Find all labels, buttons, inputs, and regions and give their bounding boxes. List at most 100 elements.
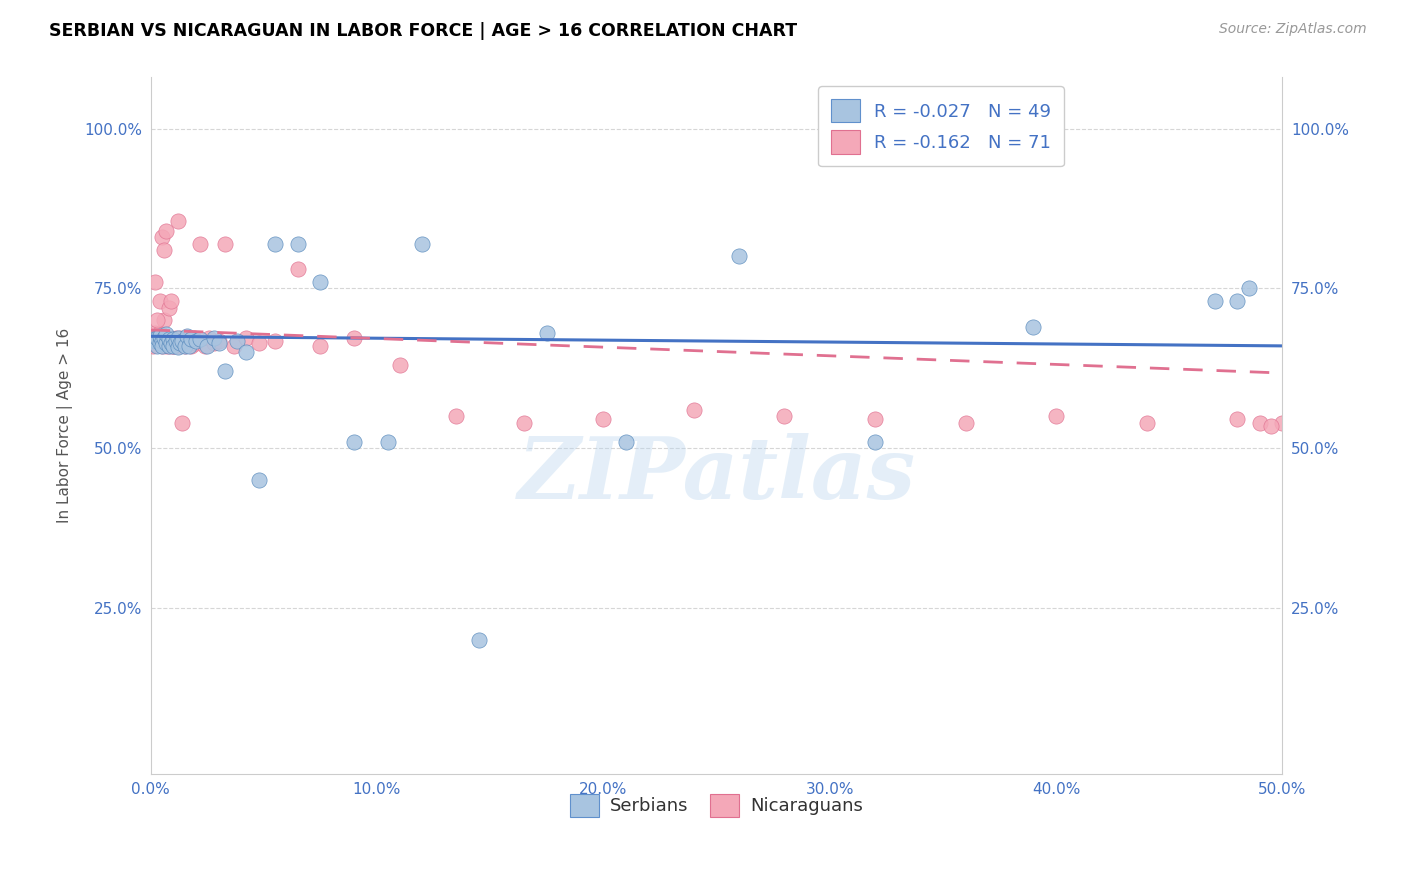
Point bbox=[184, 334, 207, 348]
Point bbox=[153, 331, 176, 345]
Text: Source: ZipAtlas.com: Source: ZipAtlas.com bbox=[1219, 22, 1367, 37]
Point bbox=[160, 331, 183, 345]
Point bbox=[146, 331, 169, 345]
Point bbox=[160, 294, 183, 309]
Point bbox=[173, 331, 195, 345]
Point bbox=[536, 326, 558, 340]
Point bbox=[155, 331, 177, 345]
Point bbox=[165, 331, 187, 345]
Point bbox=[173, 339, 195, 353]
Point bbox=[1226, 294, 1249, 309]
Point bbox=[146, 313, 169, 327]
Point bbox=[287, 236, 309, 251]
Point bbox=[173, 339, 195, 353]
Point bbox=[146, 329, 169, 343]
Point bbox=[190, 333, 212, 347]
Point bbox=[166, 334, 188, 348]
Point bbox=[155, 339, 177, 353]
Point bbox=[166, 339, 188, 353]
Point bbox=[180, 339, 202, 353]
Point bbox=[287, 262, 309, 277]
Point bbox=[143, 326, 166, 340]
Point bbox=[172, 416, 194, 430]
Point bbox=[149, 329, 172, 343]
Point bbox=[614, 434, 637, 449]
Point bbox=[162, 339, 184, 353]
Point bbox=[1271, 416, 1294, 430]
Point bbox=[264, 334, 287, 348]
Point bbox=[194, 339, 217, 353]
Point bbox=[150, 339, 173, 353]
Point bbox=[1204, 294, 1226, 309]
Point bbox=[160, 335, 183, 350]
Point bbox=[377, 434, 399, 449]
Point bbox=[202, 331, 225, 345]
Y-axis label: In Labor Force | Age > 16: In Labor Force | Age > 16 bbox=[58, 328, 73, 524]
Point bbox=[157, 339, 180, 353]
Point bbox=[162, 339, 184, 353]
Point bbox=[169, 335, 191, 350]
Point bbox=[153, 335, 176, 350]
Point bbox=[143, 334, 166, 348]
Point bbox=[225, 334, 247, 348]
Legend: Serbians, Nicaraguans: Serbians, Nicaraguans bbox=[562, 787, 870, 824]
Point bbox=[149, 335, 172, 350]
Point bbox=[264, 236, 287, 251]
Point bbox=[190, 236, 212, 251]
Point bbox=[202, 335, 225, 350]
Point bbox=[146, 337, 169, 351]
Point bbox=[160, 335, 183, 350]
Point bbox=[1226, 412, 1249, 426]
Point bbox=[166, 214, 188, 228]
Point bbox=[166, 340, 188, 354]
Point bbox=[157, 334, 180, 348]
Point bbox=[157, 333, 180, 347]
Point bbox=[592, 412, 614, 426]
Point bbox=[176, 335, 198, 350]
Point bbox=[150, 339, 173, 353]
Point bbox=[309, 339, 332, 353]
Point bbox=[157, 301, 180, 315]
Point bbox=[247, 335, 270, 350]
Point bbox=[1022, 319, 1045, 334]
Point bbox=[149, 326, 172, 340]
Point bbox=[172, 334, 194, 348]
Point bbox=[184, 335, 207, 350]
Point bbox=[150, 230, 173, 244]
Point bbox=[155, 224, 177, 238]
Point bbox=[149, 334, 172, 348]
Point bbox=[728, 249, 751, 263]
Point bbox=[150, 331, 173, 345]
Point bbox=[180, 333, 202, 347]
Point bbox=[149, 294, 172, 309]
Point bbox=[235, 345, 257, 359]
Point bbox=[155, 327, 177, 342]
Point bbox=[214, 364, 236, 378]
Point bbox=[343, 331, 366, 345]
Point bbox=[1136, 416, 1159, 430]
Text: SERBIAN VS NICARAGUAN IN LABOR FORCE | AGE > 16 CORRELATION CHART: SERBIAN VS NICARAGUAN IN LABOR FORCE | A… bbox=[49, 22, 797, 40]
Point bbox=[444, 409, 467, 424]
Point bbox=[165, 334, 187, 348]
Point bbox=[162, 334, 184, 348]
Point bbox=[153, 243, 176, 257]
Point bbox=[169, 335, 191, 350]
Point bbox=[214, 236, 236, 251]
Point bbox=[309, 275, 332, 289]
Point bbox=[247, 473, 270, 487]
Point bbox=[157, 339, 180, 353]
Point bbox=[198, 331, 221, 345]
Point bbox=[195, 339, 218, 353]
Point bbox=[142, 333, 165, 347]
Point bbox=[863, 434, 886, 449]
Text: ZIPatlas: ZIPatlas bbox=[517, 433, 915, 516]
Point bbox=[955, 416, 977, 430]
Point bbox=[169, 331, 191, 345]
Point bbox=[166, 331, 188, 345]
Point bbox=[165, 335, 187, 350]
Point bbox=[143, 333, 166, 347]
Point bbox=[172, 334, 194, 348]
Point bbox=[183, 331, 205, 345]
Point bbox=[179, 334, 201, 348]
Point bbox=[224, 339, 246, 353]
